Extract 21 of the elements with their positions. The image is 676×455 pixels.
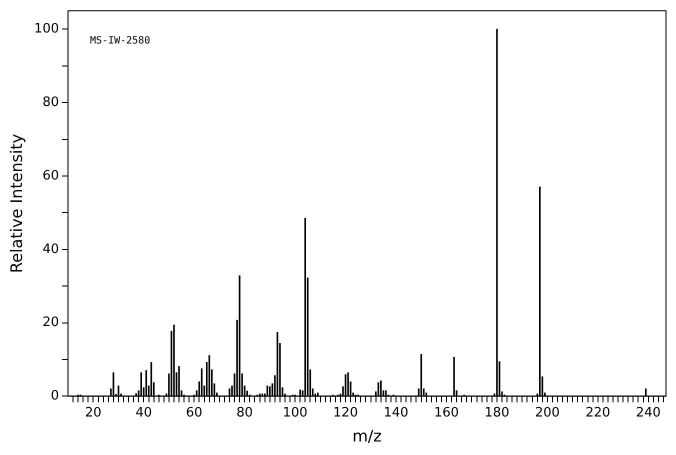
y-tick-label: 80 [42,94,60,110]
y-tick-label: 0 [50,388,60,404]
x-axis-title: m/z [352,426,382,446]
x-tick-label: 100 [282,405,308,420]
y-tick-label: 100 [34,22,60,37]
x-tick-label: 40 [135,405,152,420]
x-tick-label: 60 [186,405,202,420]
annotation: MS-IW-2580 [90,35,150,46]
x-tick-label: 180 [484,405,510,420]
y-axis-title: Relative Intensity [6,134,26,274]
y-tick-label: 20 [42,315,60,330]
y-tick-label: 60 [42,168,60,184]
x-tick-label: 120 [333,405,358,420]
x-tick-label: 140 [384,405,408,420]
x-tick-label: 240 [636,405,661,420]
x-tick-label: 80 [236,405,253,420]
y-tick-label: 40 [42,242,60,257]
x-tick-label: 20 [84,405,102,420]
x-tick-label: 200 [535,405,560,420]
x-tick-label: 220 [585,405,610,420]
x-tick-label: 160 [434,405,459,420]
